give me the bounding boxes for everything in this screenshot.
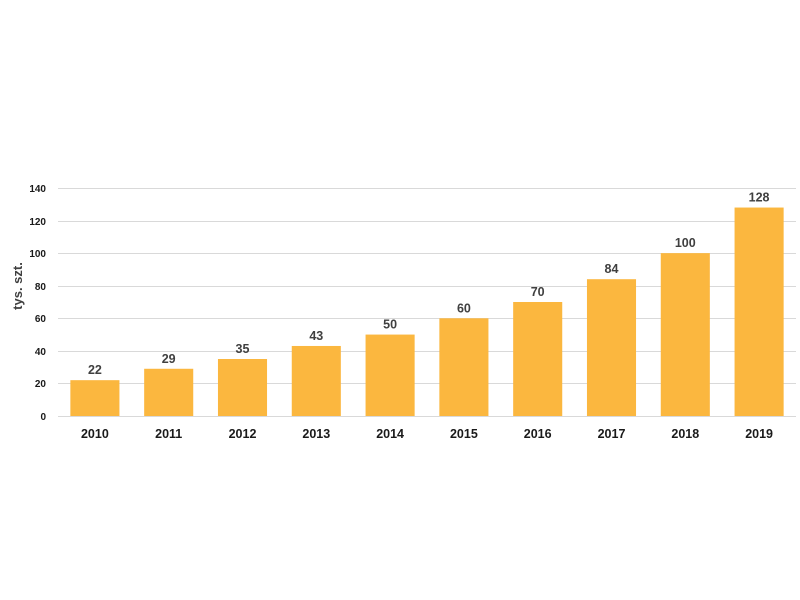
bar-2013 (291, 345, 341, 416)
x-tick-label-2018: 2018 (671, 427, 699, 441)
bar-2016 (513, 302, 563, 416)
bar-2014 (365, 334, 415, 416)
y-axis-ticks: 0 20 40 60 80 100 120 140 (29, 184, 46, 423)
bar-2019 (734, 207, 784, 416)
data-label-2012: 35 (236, 342, 250, 356)
y-tick-label: 60 (35, 314, 47, 325)
data-label-2015: 60 (457, 301, 471, 315)
data-label-2016: 70 (531, 285, 545, 299)
bar-2012 (217, 359, 268, 416)
y-tick-label: 0 (40, 412, 46, 423)
data-labels: 22 29 35 43 50 60 70 84 100 128 (88, 191, 770, 378)
bar-2011 (144, 368, 194, 416)
y-tick-label: 20 (35, 379, 47, 390)
y-tick-label: 100 (29, 249, 46, 260)
x-tick-label-2012: 2012 (229, 427, 257, 441)
x-tick-label-2011: 2011 (155, 427, 182, 441)
data-label-2011: 29 (162, 352, 176, 366)
x-tick-label-2019: 2019 (745, 427, 773, 441)
data-label-2014: 50 (383, 318, 397, 332)
x-tick-label-2013: 2013 (302, 427, 330, 441)
y-axis-title: tys. szt. (10, 262, 25, 310)
x-axis-ticks: 2010 2011 2012 2013 2014 2015 2016 2017 2018 2019 (81, 427, 773, 441)
data-label-2013: 43 (309, 329, 323, 343)
data-label-2018: 100 (675, 236, 696, 250)
y-tick-label: 120 (29, 217, 46, 228)
data-label-2017: 84 (605, 262, 619, 276)
y-tick-label: 80 (35, 282, 47, 293)
x-tick-label-2017: 2017 (598, 427, 626, 441)
bar-2010 (70, 380, 120, 416)
x-tick-label-2014: 2014 (376, 427, 404, 441)
y-tick-label: 140 (29, 184, 46, 195)
bar-2015 (439, 318, 489, 416)
y-tick-label: 40 (35, 347, 47, 358)
bar-2018 (660, 253, 710, 416)
x-tick-label-2010: 2010 (81, 427, 109, 441)
bar-2017 (586, 279, 637, 416)
data-label-2010: 22 (88, 363, 102, 377)
bars (70, 207, 784, 416)
x-tick-label-2016: 2016 (524, 427, 552, 441)
x-tick-label-2015: 2015 (450, 427, 478, 441)
data-label-2019: 128 (749, 191, 770, 205)
